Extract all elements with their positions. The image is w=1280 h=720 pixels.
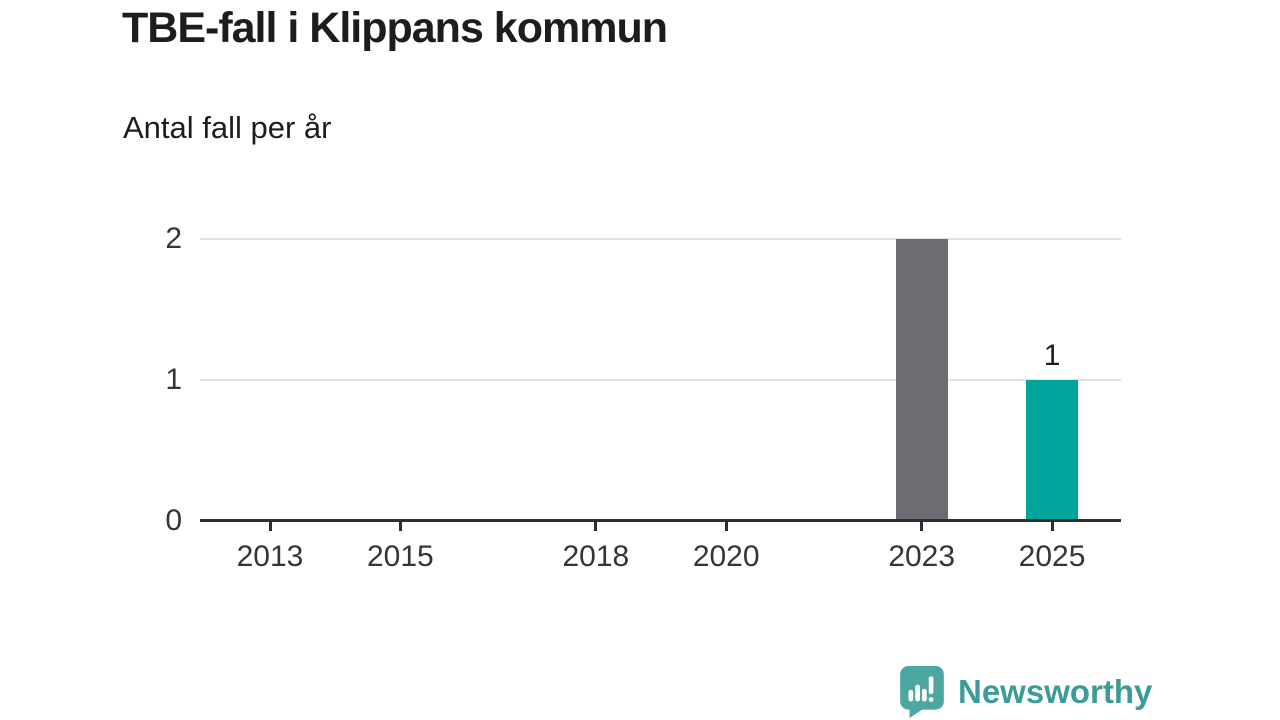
y-axis-tick-label: 2 [165, 222, 182, 255]
x-axis-tick-label: 2020 [692, 540, 760, 573]
newsworthy-wordmark: Newsworthy [958, 673, 1153, 710]
x-axis-tick-label: 2015 [366, 540, 434, 573]
x-axis-tick-mark [724, 522, 728, 531]
x-axis-tick-label: 2023 [888, 540, 956, 573]
bar-2023 [895, 239, 948, 521]
x-axis-tick-mark [920, 522, 924, 531]
x-axis-tick-label: 2025 [1018, 540, 1086, 573]
x-axis-tick-label: 2013 [236, 540, 304, 573]
bar-2025 [1026, 380, 1079, 521]
newsworthy-logo: Newsworthy [900, 666, 1152, 718]
y-axis-tick-label: 0 [165, 504, 182, 537]
x-axis-tick-mark [1050, 522, 1054, 531]
x-axis-tick-mark [398, 522, 402, 531]
bar-value-label: 1 [1043, 339, 1061, 372]
newsworthy-speech-bubble-bar-chart-icon [900, 666, 944, 718]
y-gridline [200, 238, 1121, 240]
x-axis-tick-label: 2018 [562, 540, 630, 573]
x-axis-tick-mark [594, 522, 598, 531]
chart-title: TBE-fall i Klippans kommun [122, 4, 668, 52]
y-axis-tick-label: 1 [165, 363, 182, 396]
x-axis-tick-mark [268, 522, 272, 531]
y-gridline [200, 379, 1121, 381]
chart-subtitle: Antal fall per år [123, 110, 332, 145]
x-axis-line [200, 519, 1121, 522]
